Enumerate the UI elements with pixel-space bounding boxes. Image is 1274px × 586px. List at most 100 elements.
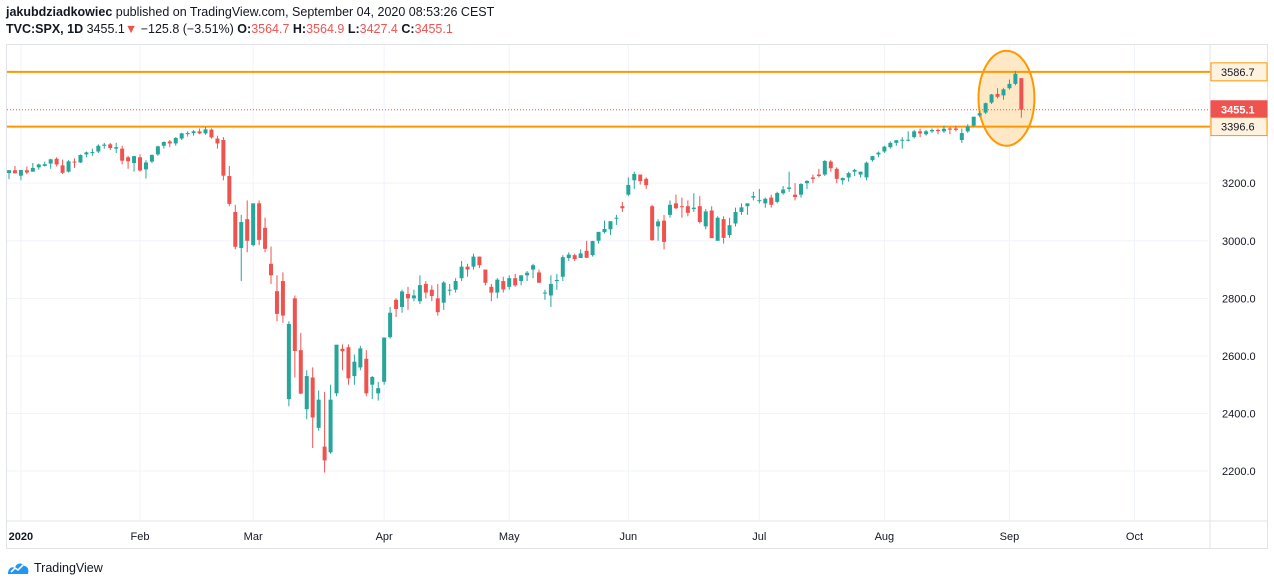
candle-body [846, 173, 851, 178]
candle-body [203, 129, 208, 134]
candle-body [822, 161, 827, 175]
candle-body [834, 168, 839, 179]
candle-body [322, 446, 327, 461]
candle-body [525, 272, 530, 276]
candle-body [691, 207, 696, 210]
candle-body [870, 156, 875, 161]
candle-body [983, 103, 988, 113]
candle-body [471, 256, 476, 267]
y-tick-label: 2800.0 [1222, 293, 1256, 305]
x-tick-label: Jun [619, 531, 637, 543]
candle-body [340, 348, 345, 352]
candle-body [78, 154, 83, 163]
candle-body [1001, 89, 1006, 96]
candle-body [358, 348, 363, 368]
candle-body [96, 145, 101, 152]
candle-body [191, 131, 196, 134]
candle-body [364, 358, 369, 394]
candle-body [411, 295, 416, 299]
candle-body [679, 206, 684, 208]
candle-body [132, 156, 137, 164]
candle-body [84, 152, 89, 155]
candle-body [316, 399, 321, 428]
candle-body [864, 162, 869, 178]
candle-body [935, 129, 940, 132]
candle-body [280, 281, 285, 316]
candle-body [286, 323, 291, 400]
resistance-label: 3586.7 [1221, 67, 1255, 79]
candle-body [721, 219, 726, 238]
candle-body [519, 275, 524, 282]
candle-body [304, 376, 309, 410]
candle-body [173, 137, 178, 144]
candle-body [42, 164, 47, 166]
candle-body [977, 113, 982, 116]
candle-body [590, 241, 595, 256]
candle-body [769, 197, 774, 205]
candle-body [995, 93, 1000, 97]
candle-body [102, 144, 107, 146]
candle-body [90, 152, 95, 154]
y-tick-label: 2200.0 [1222, 466, 1256, 478]
candle-body [179, 133, 184, 139]
author-name[interactable]: jakubdziadkowiec [6, 5, 113, 19]
candle-body [757, 200, 762, 202]
candle-body [614, 217, 619, 219]
candle-body [138, 157, 143, 171]
candle-body [751, 196, 756, 198]
candle-body [662, 220, 667, 242]
x-tick-label: Mar [244, 531, 263, 543]
candle-body [858, 171, 863, 175]
x-tick-label: Apr [376, 531, 393, 543]
candle-body [495, 279, 500, 293]
x-tick-label: Feb [131, 531, 150, 543]
candle-body [560, 257, 565, 277]
chart-frame [6, 44, 1268, 549]
open-label: O: [237, 22, 252, 36]
candle-body [328, 399, 333, 453]
candle-body [709, 210, 714, 239]
candle-body [727, 225, 732, 235]
candle-body [483, 269, 488, 283]
candle-body [149, 154, 154, 162]
candle-body [572, 255, 577, 260]
candle-body [668, 204, 673, 215]
candle-body [781, 189, 786, 194]
candle-body [263, 227, 268, 249]
candle-body [775, 192, 780, 202]
resistance-label-box [1210, 62, 1268, 82]
candle-body [900, 139, 905, 141]
candle-body [602, 228, 607, 233]
x-tick-label: Aug [875, 531, 895, 543]
candle-body [233, 211, 238, 247]
symbol-label: TVC:SPX, 1D [6, 22, 84, 36]
candle-body [1013, 73, 1018, 84]
candle-body [185, 133, 190, 135]
candle-body [650, 206, 655, 241]
x-tick-label: Sep [1000, 531, 1020, 543]
ohlc-line: TVC:SPX, 1D 3455.1▼ −125.8 (−3.51%) O:35… [6, 21, 906, 38]
x-tick-label: Oct [1126, 531, 1143, 543]
candle-body [739, 207, 744, 212]
candle-body [656, 221, 661, 227]
candle-body [405, 294, 410, 299]
footer-brand[interactable]: TradingView [34, 561, 103, 575]
footer: TradingView [6, 558, 103, 578]
publish-info: published on TradingView.com, September … [115, 5, 495, 19]
candle-body [626, 184, 631, 195]
candle-body [215, 138, 220, 144]
candle-body [620, 206, 625, 209]
candle-body [257, 203, 262, 240]
candle-body [197, 131, 202, 134]
candle-body [161, 142, 166, 146]
candle-body [882, 146, 887, 152]
candle-body [763, 198, 768, 204]
candle-body [12, 170, 17, 174]
candle-body [965, 126, 970, 132]
candle-body [715, 217, 720, 241]
tradingview-logo-icon [8, 563, 29, 574]
candle-body [48, 159, 53, 164]
candle-body [852, 169, 857, 172]
candle-body [239, 222, 244, 248]
